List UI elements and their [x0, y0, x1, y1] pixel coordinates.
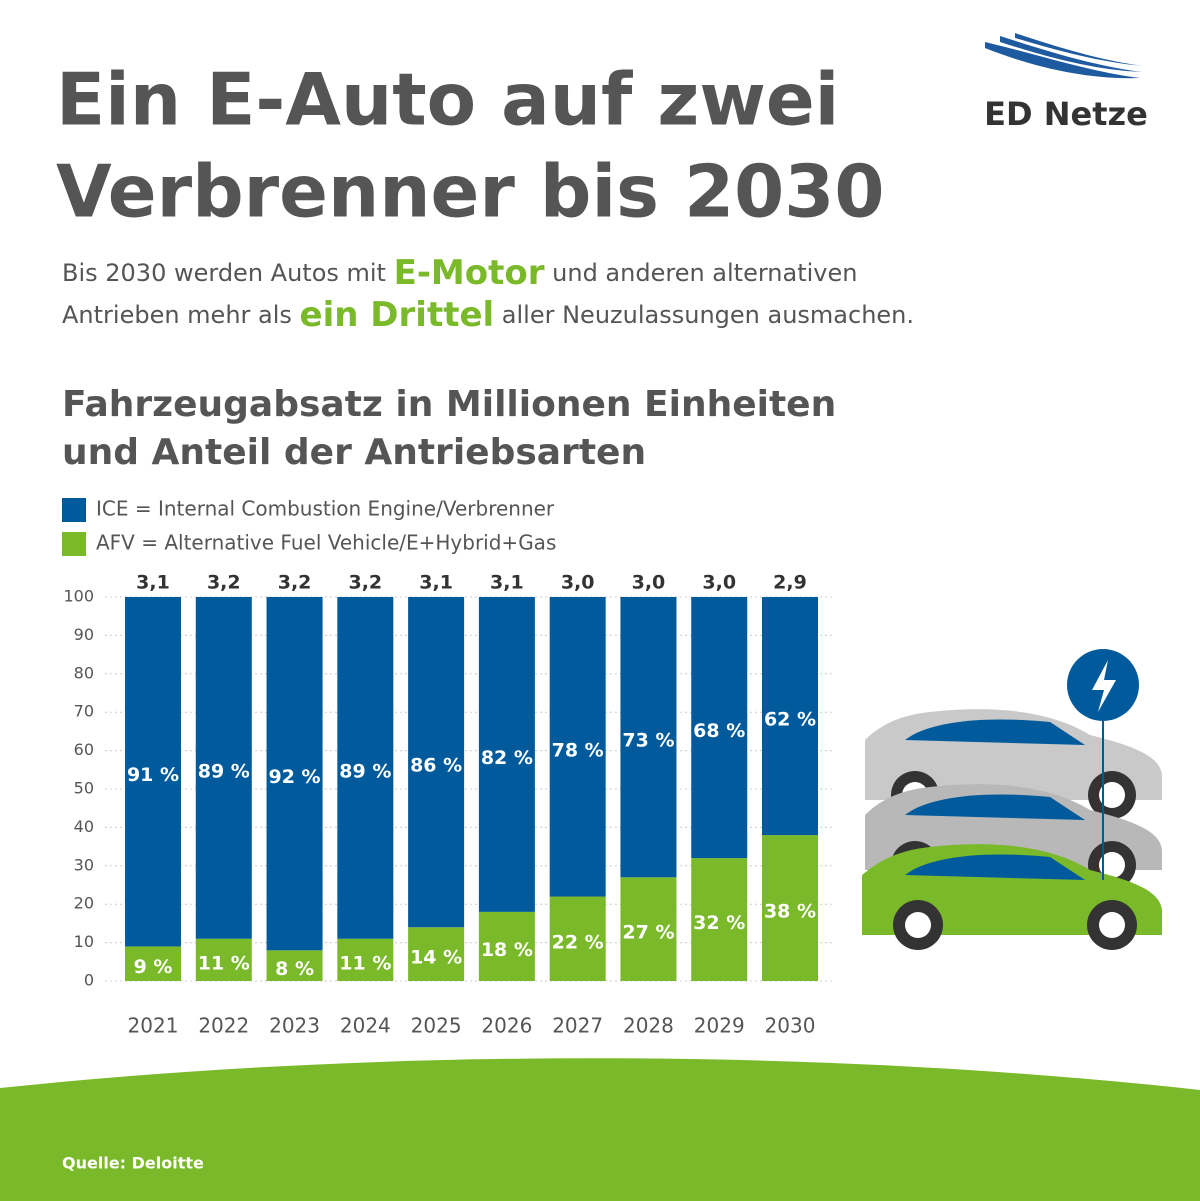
bar-segment — [266, 597, 323, 951]
bar-value-label: 11 % — [198, 952, 250, 974]
title: Ein E-Auto auf zwei — [56, 58, 839, 142]
y-tick-label: 20 — [74, 894, 94, 913]
logo-text: ED Netze — [984, 95, 1148, 133]
bar-value-label: 18 % — [481, 939, 533, 961]
bar-value-label: 91 % — [127, 764, 179, 786]
bar-segment — [408, 597, 465, 928]
x-tick-label: 2026 — [481, 1014, 532, 1038]
bar-value-label: 14 % — [410, 947, 462, 969]
bar-segment — [266, 950, 323, 981]
bar-value-label: 22 % — [552, 931, 604, 953]
total-label: 2,9 — [773, 572, 807, 594]
bar-value-label: 62 % — [764, 709, 816, 731]
bar-segment — [195, 597, 252, 939]
bar-value-label: 78 % — [552, 739, 604, 761]
x-tick-label: 2025 — [411, 1014, 462, 1038]
y-tick-label: 10 — [74, 932, 94, 951]
title: Verbrenner bis 2030 — [56, 150, 884, 234]
bar-value-label: 27 % — [622, 922, 674, 944]
legend-swatch — [62, 532, 86, 556]
subtitle-highlight: ein Drittel — [300, 295, 495, 335]
legend-swatch — [62, 498, 86, 522]
bar-value-label: 68 % — [693, 720, 745, 742]
total-label: 3,1 — [490, 572, 524, 594]
chart-title: und Anteil der Antriebsarten — [62, 432, 646, 473]
bar-segment — [125, 597, 181, 947]
bar-value-label: 73 % — [622, 730, 674, 752]
subtitle-text: aller Neuzulassungen ausmachen. — [494, 301, 914, 329]
bar-segment — [762, 597, 818, 836]
subtitle-text: und anderen alternativen — [545, 259, 858, 287]
bar-value-label: 86 % — [410, 755, 462, 777]
bar-value-label: 82 % — [481, 747, 533, 769]
total-label: 3,0 — [702, 572, 736, 594]
subtitle-text: Antrieben mehr als — [62, 301, 300, 329]
bar-value-label: 8 % — [275, 958, 314, 980]
bar-segment — [620, 597, 677, 878]
car — [865, 709, 1162, 819]
x-tick-label: 2028 — [623, 1014, 674, 1038]
total-label: 3,1 — [136, 572, 170, 594]
y-tick-label: 50 — [74, 779, 94, 798]
subtitle: Bis 2030 werden Autos mit E-Motor und an… — [62, 253, 857, 293]
subtitle: Antrieben mehr als ein Drittel aller Neu… — [62, 295, 914, 335]
bar-segment — [549, 597, 606, 897]
y-tick-label: 40 — [74, 817, 94, 836]
logo: ED Netze — [984, 33, 1148, 133]
x-tick-label: 2030 — [765, 1014, 816, 1038]
x-tick-label: 2024 — [340, 1014, 391, 1038]
footer-wave — [0, 1058, 1200, 1201]
source: Quelle: Deloitte — [62, 1154, 204, 1173]
bar-segment — [337, 938, 394, 981]
x-tick-label: 2027 — [552, 1014, 603, 1038]
total-label: 3,2 — [278, 572, 312, 594]
legend-label: ICE = Internal Combustion Engine/Verbren… — [96, 497, 555, 521]
subtitle-highlight: E-Motor — [394, 253, 545, 293]
bar-segment — [691, 597, 748, 859]
bar-value-label: 32 % — [693, 912, 745, 934]
y-tick-label: 0 — [84, 971, 94, 990]
bar-segment — [408, 927, 465, 981]
bar-segment — [691, 858, 748, 981]
x-tick-label: 2022 — [198, 1014, 249, 1038]
bar-value-label: 11 % — [339, 952, 391, 974]
subtitle-text: Bis 2030 werden Autos mit — [62, 259, 394, 287]
total-label: 3,0 — [561, 572, 595, 594]
bar-segment — [337, 597, 394, 939]
bar-segment — [478, 911, 535, 981]
total-label: 3,2 — [348, 572, 382, 594]
car — [862, 844, 1162, 950]
bar-value-label: 9 % — [134, 956, 173, 978]
total-label: 3,1 — [419, 572, 453, 594]
bar-segment — [549, 896, 606, 981]
bar-value-label: 89 % — [339, 760, 391, 782]
chart-title: Fahrzeugabsatz in Millionen Einheiten — [62, 384, 836, 425]
bar-segment — [478, 597, 535, 912]
bar-segment — [125, 946, 181, 981]
y-tick-label: 80 — [74, 663, 94, 682]
y-tick-label: 30 — [74, 855, 94, 874]
bar-value-label: 89 % — [198, 760, 250, 782]
bar-segment — [762, 835, 818, 981]
legend-label: AFV = Alternative Fuel Vehicle/E+Hybrid+… — [96, 531, 556, 555]
cars-illustration — [862, 649, 1162, 950]
y-tick-label: 70 — [74, 702, 94, 721]
y-tick-label: 60 — [74, 740, 94, 759]
bar-segment — [195, 938, 252, 981]
bar-value-label: 92 % — [269, 766, 321, 788]
x-tick-label: 2023 — [269, 1014, 320, 1038]
x-tick-label: 2021 — [128, 1014, 179, 1038]
total-label: 3,0 — [632, 572, 666, 594]
total-label: 3,2 — [207, 572, 241, 594]
y-tick-label: 100 — [63, 587, 94, 606]
bar-segment — [620, 877, 677, 981]
bar-value-label: 38 % — [764, 901, 816, 923]
y-tick-label: 90 — [74, 625, 94, 644]
x-tick-label: 2029 — [694, 1014, 745, 1038]
